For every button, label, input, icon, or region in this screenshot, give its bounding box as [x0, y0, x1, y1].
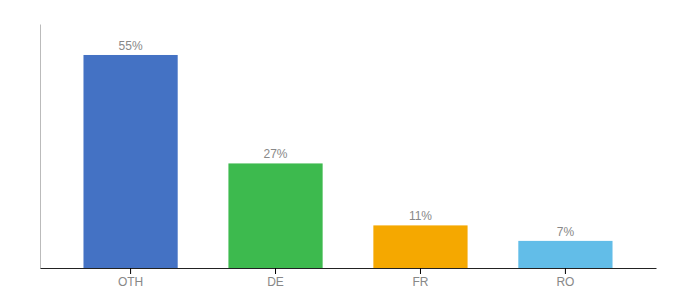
bar [518, 241, 612, 268]
bar [83, 55, 177, 268]
x-tick-label: OTH [118, 275, 143, 289]
bar [373, 225, 467, 268]
y-axis [40, 25, 41, 269]
x-tick-mark [565, 268, 566, 274]
data-label: 7% [557, 225, 575, 239]
chart-container: OTH DE FR RO 55% 27% 11% 7% [0, 0, 680, 300]
data-label: 27% [264, 147, 288, 161]
bars [83, 55, 612, 268]
x-tick-mark [275, 268, 276, 274]
x-tick-label: RO [556, 275, 574, 289]
x-tick: FR [412, 268, 428, 289]
data-label: 11% [409, 209, 432, 223]
bar [228, 163, 322, 268]
x-tick: OTH [118, 268, 143, 289]
x-tick-mark [420, 268, 421, 274]
x-tick-label: FR [412, 275, 428, 289]
x-tick: RO [556, 268, 574, 289]
x-tick-label: DE [267, 275, 284, 289]
x-axis-line [41, 268, 657, 269]
y-axis-line [40, 25, 41, 269]
x-tick-mark [130, 268, 131, 274]
data-label: 55% [119, 39, 143, 53]
data-labels: 55% 27% 11% 7% [119, 39, 575, 239]
plot-area: OTH DE FR RO 55% 27% 11% 7% [41, 25, 657, 289]
x-tick: DE [267, 268, 284, 289]
chart-svg: OTH DE FR RO 55% 27% 11% 7% [0, 0, 680, 300]
x-axis: OTH DE FR RO [41, 268, 657, 289]
